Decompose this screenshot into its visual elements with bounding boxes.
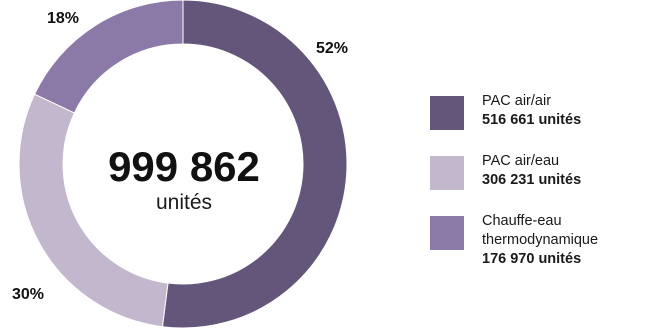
slice-pct-label-pac-air-eau: 30% bbox=[12, 286, 45, 303]
total-units-label: unités bbox=[155, 191, 213, 214]
legend-label: Chauffe-eau thermodynamique bbox=[482, 213, 599, 248]
legend-value: 306 231 unités bbox=[482, 172, 582, 188]
legend-item-chauffe-eau: Chauffe-eau thermodynamique 176 970 unit… bbox=[430, 212, 650, 276]
chart-legend: PAC air/air 516 661 unités PAC air/eau 3… bbox=[430, 92, 650, 294]
legend-swatch bbox=[430, 156, 464, 190]
legend-item-pac-air-eau: PAC air/eau 306 231 unités bbox=[430, 152, 650, 194]
legend-item-pac-air-air: PAC air/air 516 661 unités bbox=[430, 92, 650, 134]
donut-slice-chauffe-eau bbox=[33, 0, 184, 114]
legend-label: PAC air/air bbox=[482, 93, 552, 109]
legend-value: 176 970 unités bbox=[482, 251, 582, 267]
slice-pct-label-chauffe-eau: 18% bbox=[47, 10, 80, 27]
legend-label: PAC air/eau bbox=[482, 153, 560, 169]
slice-pct-label-pac-air-air: 52% bbox=[316, 40, 349, 57]
legend-swatch bbox=[430, 216, 464, 250]
legend-value: 516 661 unités bbox=[482, 112, 582, 128]
legend-swatch bbox=[430, 96, 464, 130]
total-units-value: 999 862 bbox=[108, 143, 260, 190]
